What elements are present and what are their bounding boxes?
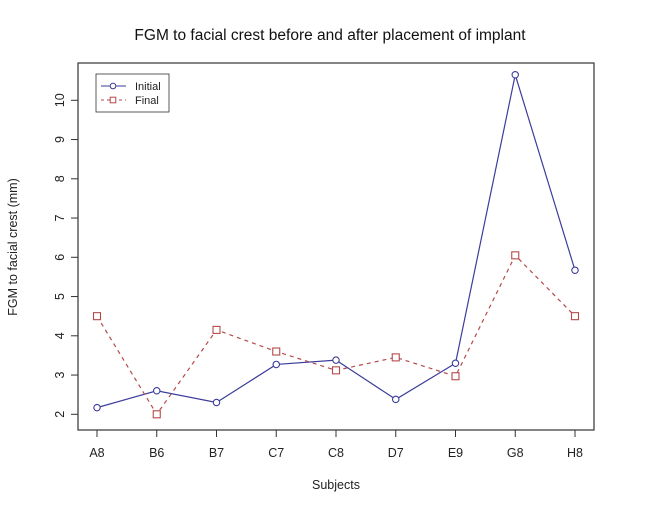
data-point-final — [331, 366, 341, 375]
legend: Initial Final — [95, 73, 170, 113]
data-point-final — [272, 347, 281, 356]
data-point-final — [570, 312, 580, 321]
legend-initial-label: Initial — [135, 81, 161, 93]
legend-box — [95, 73, 170, 113]
y-axis: 2 3 4 5 6 7 8 9 10 — [53, 93, 78, 418]
x-tick-label: C8 — [328, 446, 344, 460]
legend-final-marker — [109, 96, 117, 104]
series-line-final — [96, 254, 576, 416]
data-point-final — [391, 353, 400, 362]
x-tick-label: D7 — [388, 446, 404, 460]
data-point-initial — [571, 266, 579, 274]
data-point-initial — [93, 403, 101, 412]
x-tick-label: G8 — [507, 446, 524, 460]
y-axis-label: FGM to facial crest (mm) — [6, 178, 20, 316]
data-point-initial — [272, 360, 280, 369]
y-tick-label: 2 — [53, 411, 67, 418]
data-point-initial — [212, 398, 221, 407]
x-tick-label: E9 — [448, 446, 463, 460]
series-group — [92, 71, 580, 419]
legend-initial-marker — [109, 82, 117, 90]
y-tick-label: 7 — [53, 215, 67, 222]
x-tick-label: A8 — [89, 446, 104, 460]
data-point-initial — [332, 356, 340, 364]
y-tick-label: 6 — [53, 254, 67, 261]
x-axis-label: Subjects — [312, 478, 360, 492]
y-tick-label: 5 — [53, 293, 67, 300]
y-tick-label: 4 — [53, 332, 67, 339]
data-point-final — [92, 312, 102, 321]
y-tick-label: 8 — [53, 175, 67, 182]
y-tick-label: 3 — [53, 372, 67, 379]
y-tick-label: 10 — [53, 93, 67, 107]
data-point-final — [152, 410, 161, 419]
x-axis: A8 B6 B7 C7 C8 D7 E9 G8 H8 — [89, 430, 583, 460]
data-point-final — [451, 372, 460, 381]
data-point-initial — [153, 386, 161, 395]
x-tick-label: C7 — [268, 446, 284, 460]
chart-title: FGM to facial crest before and after pla… — [134, 27, 526, 44]
x-tick-label: B7 — [209, 446, 224, 460]
plot-frame — [77, 62, 595, 431]
series-final — [92, 251, 580, 419]
x-tick-label: B6 — [149, 446, 164, 460]
legend-final-label: Final — [135, 95, 159, 107]
data-point-final — [212, 325, 221, 334]
data-point-final — [511, 251, 520, 260]
x-tick-label: H8 — [567, 446, 583, 460]
y-tick-label: 9 — [53, 136, 67, 143]
data-point-initial — [451, 359, 460, 368]
data-point-initial — [391, 395, 400, 404]
data-point-initial — [511, 71, 519, 79]
series-initial — [93, 71, 579, 412]
